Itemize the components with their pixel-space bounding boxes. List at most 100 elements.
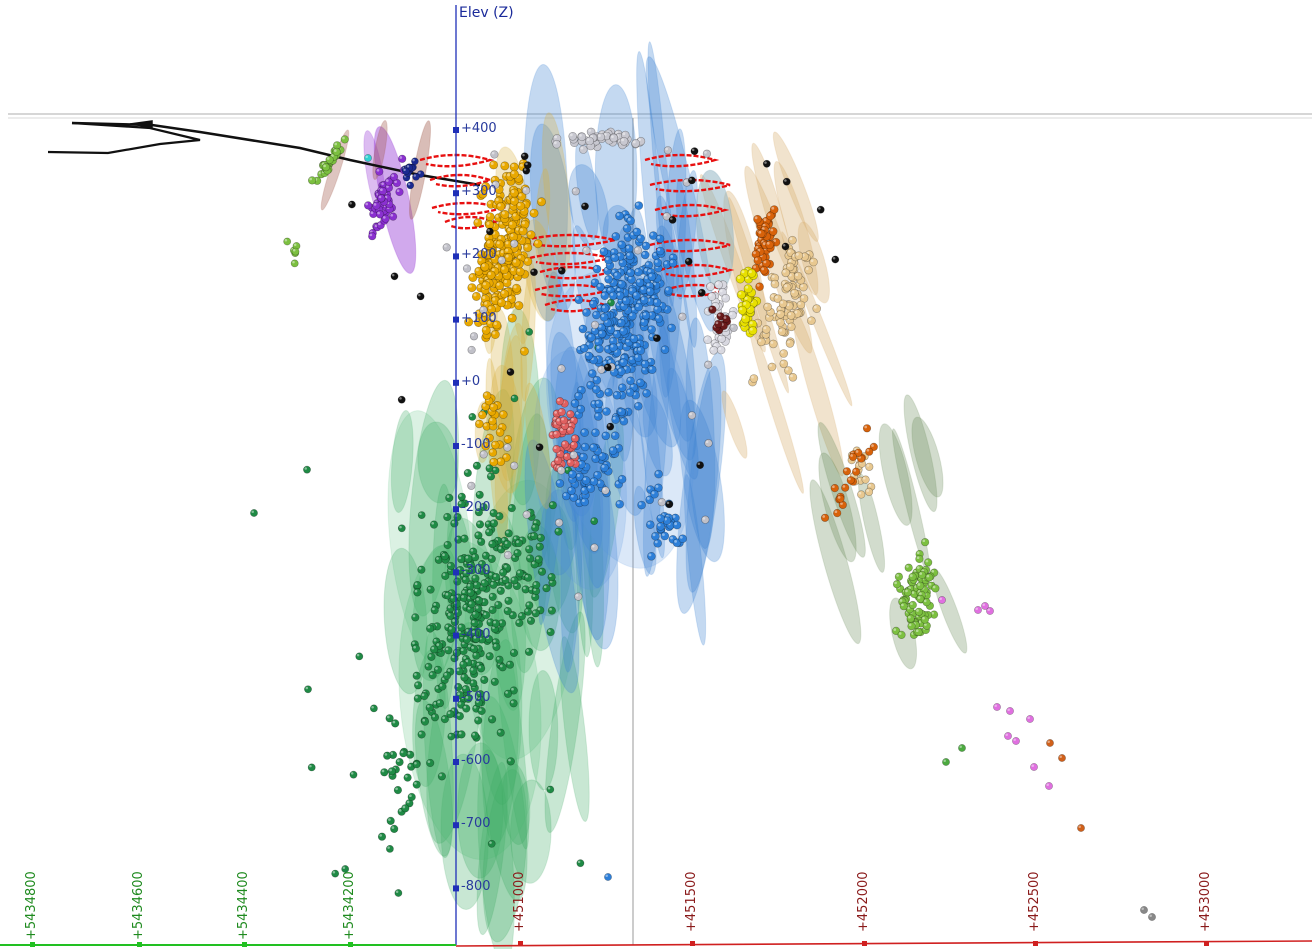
sample-point: [364, 154, 372, 162]
sample-point: [650, 489, 659, 499]
sample-point-highlight: [581, 429, 585, 433]
sample-point-highlight: [615, 361, 619, 365]
sample-point: [756, 229, 766, 238]
sample-point: [608, 446, 618, 455]
sample-point: [914, 627, 923, 637]
sample-point: [503, 689, 513, 698]
sample-point-highlight: [506, 530, 509, 534]
green-lens: [476, 761, 508, 936]
sample-point-highlight: [919, 572, 923, 575]
sample-point-highlight: [555, 458, 559, 461]
sample-point-highlight: [654, 299, 658, 303]
sample-point: [703, 335, 712, 345]
sample-point-highlight: [916, 551, 920, 555]
sample-point-highlight: [587, 382, 591, 386]
sample-point-highlight: [422, 718, 426, 722]
sample-point: [908, 600, 917, 610]
sample-point: [464, 554, 473, 563]
sample-point: [464, 694, 473, 703]
sample-point-highlight: [640, 287, 644, 290]
sample-point-highlight: [842, 485, 846, 488]
sample-point-highlight: [504, 280, 508, 283]
sample-point-highlight: [391, 273, 395, 277]
sample-point-highlight: [427, 586, 431, 590]
sample-point: [781, 268, 791, 278]
sample-point-highlight: [557, 398, 560, 402]
sample-point-highlight: [808, 317, 812, 321]
sample-point-highlight: [635, 304, 639, 307]
sample-point: [857, 490, 866, 499]
sample-point-highlight: [605, 257, 609, 261]
sample-point-highlight: [620, 328, 624, 332]
sample-point-highlight: [563, 493, 567, 496]
sample-point-highlight: [603, 433, 606, 436]
sample-point-highlight: [707, 283, 711, 287]
olive-lens: [818, 452, 857, 563]
sample-point-highlight: [627, 218, 631, 221]
sample-point: [1140, 906, 1148, 914]
sample-point: [503, 434, 513, 444]
sample-point-highlight: [643, 243, 646, 246]
sample-point: [609, 343, 618, 352]
sample-point: [812, 304, 822, 313]
sample-point: [507, 220, 517, 230]
sample-point-highlight: [925, 559, 929, 563]
sample-point: [444, 646, 453, 655]
sample-point-highlight: [1005, 733, 1008, 736]
sample-point-highlight: [775, 295, 778, 299]
sample-point-highlight: [531, 533, 535, 537]
sample-point: [490, 677, 499, 686]
sample-point-highlight: [577, 860, 581, 864]
sample-point: [472, 651, 481, 660]
sample-point-highlight: [487, 653, 490, 657]
sample-point: [383, 751, 392, 760]
sample-point-highlight: [505, 436, 508, 440]
sample-point: [914, 607, 924, 616]
sample-point-highlight: [603, 361, 606, 364]
sample-point-highlight: [334, 142, 338, 146]
sample-point: [599, 247, 609, 256]
sample-point-highlight: [648, 326, 652, 330]
sample-point-highlight: [580, 454, 584, 458]
sample-point-highlight: [463, 705, 467, 709]
sample-point-highlight: [292, 260, 295, 264]
sample-point-highlight: [663, 213, 667, 217]
sample-point-highlight: [396, 189, 400, 193]
sample-point-highlight: [439, 773, 442, 777]
sample-point-highlight: [762, 242, 766, 246]
x-axis-tick: [690, 941, 695, 946]
sample-point-highlight: [763, 218, 767, 222]
sample-point-highlight: [586, 353, 589, 356]
sample-point-highlight: [755, 257, 758, 261]
z-tick-label: -300: [461, 563, 491, 579]
sample-point-highlight: [627, 253, 630, 256]
sample-point-highlight: [496, 282, 500, 286]
sample-point: [489, 580, 498, 589]
x-axis-tick: [862, 941, 867, 946]
sample-point-highlight: [468, 483, 472, 486]
sample-point: [1006, 707, 1014, 715]
sample-point-highlight: [517, 268, 521, 272]
sample-point-highlight: [576, 500, 580, 503]
sample-point-highlight: [533, 582, 537, 586]
sample-point-highlight: [644, 268, 648, 272]
sample-point-highlight: [479, 568, 482, 571]
sample-point: [892, 580, 902, 589]
sample-point: [445, 493, 454, 503]
sample-point-highlight: [428, 654, 432, 657]
sample-point: [509, 699, 518, 708]
sample-point-highlight: [523, 187, 527, 191]
sample-point-highlight: [528, 231, 531, 235]
sample-point-highlight: [617, 288, 620, 291]
sample-point-highlight: [916, 609, 919, 612]
sample-point: [505, 660, 515, 669]
sample-point-highlight: [616, 365, 620, 369]
sample-point-highlight: [582, 499, 585, 502]
sample-point: [509, 686, 518, 695]
sample-point-highlight: [591, 544, 595, 548]
sample-point-highlight: [642, 367, 646, 371]
sample-point: [753, 256, 763, 265]
sample-point-highlight: [479, 561, 483, 565]
